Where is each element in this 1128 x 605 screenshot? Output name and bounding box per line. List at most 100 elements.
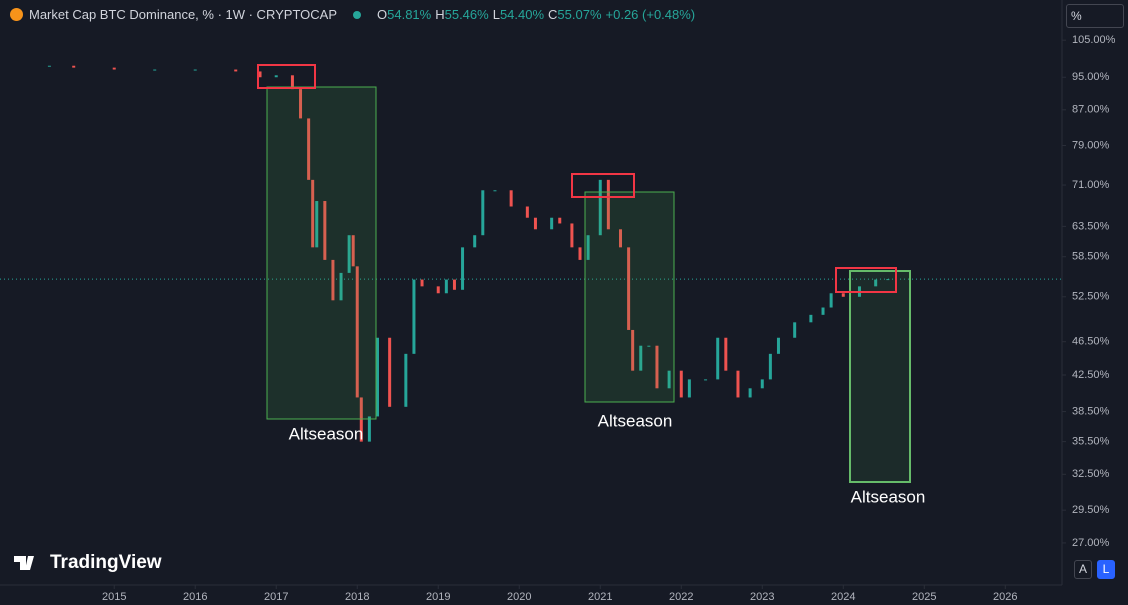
- y-tick-label: 79.00%: [1072, 139, 1110, 151]
- candle: [367, 416, 371, 442]
- candle: [274, 75, 278, 78]
- candle: [829, 293, 833, 308]
- x-tick-label: 2016: [183, 591, 207, 603]
- y-tick-label: 95.00%: [1072, 71, 1110, 83]
- candle: [436, 286, 440, 294]
- candle: [821, 307, 825, 315]
- scale-mode[interactable]: %: [1066, 4, 1124, 28]
- candle: [461, 247, 465, 290]
- candle: [112, 67, 116, 70]
- candle: [655, 345, 659, 389]
- candle: [809, 314, 813, 323]
- y-tick-label: 63.50%: [1072, 220, 1110, 232]
- candle: [420, 279, 424, 287]
- legend-header: Market Cap BTC Dominance, % · 1W · CRYPT…: [10, 7, 695, 22]
- range-box: [849, 270, 911, 483]
- ohlc-value: 55.46%: [444, 7, 489, 22]
- candle: [481, 190, 485, 236]
- candle: [570, 223, 574, 248]
- symbol-title: Market Cap BTC Dominance, % · 1W · CRYPT…: [29, 7, 337, 22]
- candle: [704, 379, 708, 381]
- candle: [311, 179, 315, 248]
- coin-icon: [10, 8, 23, 21]
- x-tick-label: 2026: [993, 591, 1017, 603]
- change: +0.26 (+0.48%): [605, 7, 696, 22]
- candle: [647, 345, 651, 347]
- x-tick-label: 2020: [507, 591, 531, 603]
- x-tick-label: 2019: [426, 591, 450, 603]
- candle: [558, 217, 562, 224]
- candle: [550, 217, 554, 230]
- y-tick-label: 32.50%: [1072, 468, 1110, 480]
- candle: [339, 272, 343, 301]
- candle: [404, 353, 408, 407]
- candle: [760, 379, 764, 389]
- y-tick-label: 38.50%: [1072, 405, 1110, 417]
- brand: TradingView: [50, 552, 162, 573]
- candle: [375, 337, 379, 417]
- x-tick-label: 2018: [345, 591, 369, 603]
- x-tick-label: 2021: [588, 591, 612, 603]
- y-tick-label: 35.50%: [1072, 436, 1110, 448]
- candle: [619, 229, 623, 248]
- ohlc-value: 54.40%: [499, 7, 545, 22]
- ohlc-label: C: [548, 7, 558, 22]
- ohlc-value: 54.81%: [387, 7, 432, 22]
- candle: [627, 247, 631, 330]
- ohlc-label: L: [492, 7, 500, 22]
- y-tick-label: 87.00%: [1072, 104, 1110, 116]
- candle: [533, 217, 537, 230]
- candle: [473, 235, 477, 248]
- candle: [347, 235, 351, 273]
- candle: [509, 190, 513, 207]
- range-box: [266, 86, 377, 420]
- candle: [679, 370, 683, 398]
- annotation: Altseason: [598, 411, 673, 430]
- ohlc-label: H: [435, 7, 445, 22]
- candle: [193, 69, 197, 71]
- candle: [307, 118, 311, 180]
- y-tick-label: 105.00%: [1072, 34, 1116, 46]
- log-button[interactable]: L: [1097, 560, 1115, 579]
- y-tick-label: 71.00%: [1072, 179, 1110, 191]
- candle: [258, 71, 262, 78]
- candle: [388, 337, 392, 407]
- logo-icon: [14, 556, 34, 570]
- y-tick-label: 29.50%: [1072, 504, 1110, 516]
- annotation: Altseason: [851, 487, 926, 506]
- candle: [776, 337, 780, 354]
- top-box: [571, 173, 635, 198]
- candle: [47, 65, 51, 67]
- candle: [452, 279, 456, 290]
- candle: [606, 179, 610, 230]
- candle: [639, 345, 643, 371]
- candle: [667, 370, 671, 389]
- y-tick-label: 52.50%: [1072, 291, 1110, 303]
- candle: [234, 69, 238, 72]
- y-tick-label: 46.50%: [1072, 336, 1110, 348]
- candle: [724, 337, 728, 371]
- candle: [351, 235, 355, 267]
- candle: [525, 206, 529, 218]
- x-tick-label: 2015: [102, 591, 126, 603]
- candle: [331, 259, 335, 301]
- y-tick-label: 27.00%: [1072, 537, 1110, 549]
- candle: [687, 379, 691, 398]
- candle: [631, 329, 635, 371]
- candle: [359, 397, 363, 442]
- y-tick-label: 58.50%: [1072, 251, 1110, 263]
- annotation-boxes: [257, 64, 911, 483]
- ohlc-value: 55.07%: [557, 7, 602, 22]
- annotation: Altseason: [289, 424, 364, 443]
- auto-button[interactable]: A: [1074, 560, 1092, 579]
- candle: [493, 190, 497, 192]
- candle: [412, 279, 416, 354]
- candle: [72, 65, 76, 68]
- x-tick-label: 2024: [831, 591, 855, 603]
- candle: [153, 69, 157, 71]
- candle: [768, 353, 772, 380]
- x-tick-label: 2022: [669, 591, 693, 603]
- candle: [736, 370, 740, 398]
- x-tick-label: 2023: [750, 591, 774, 603]
